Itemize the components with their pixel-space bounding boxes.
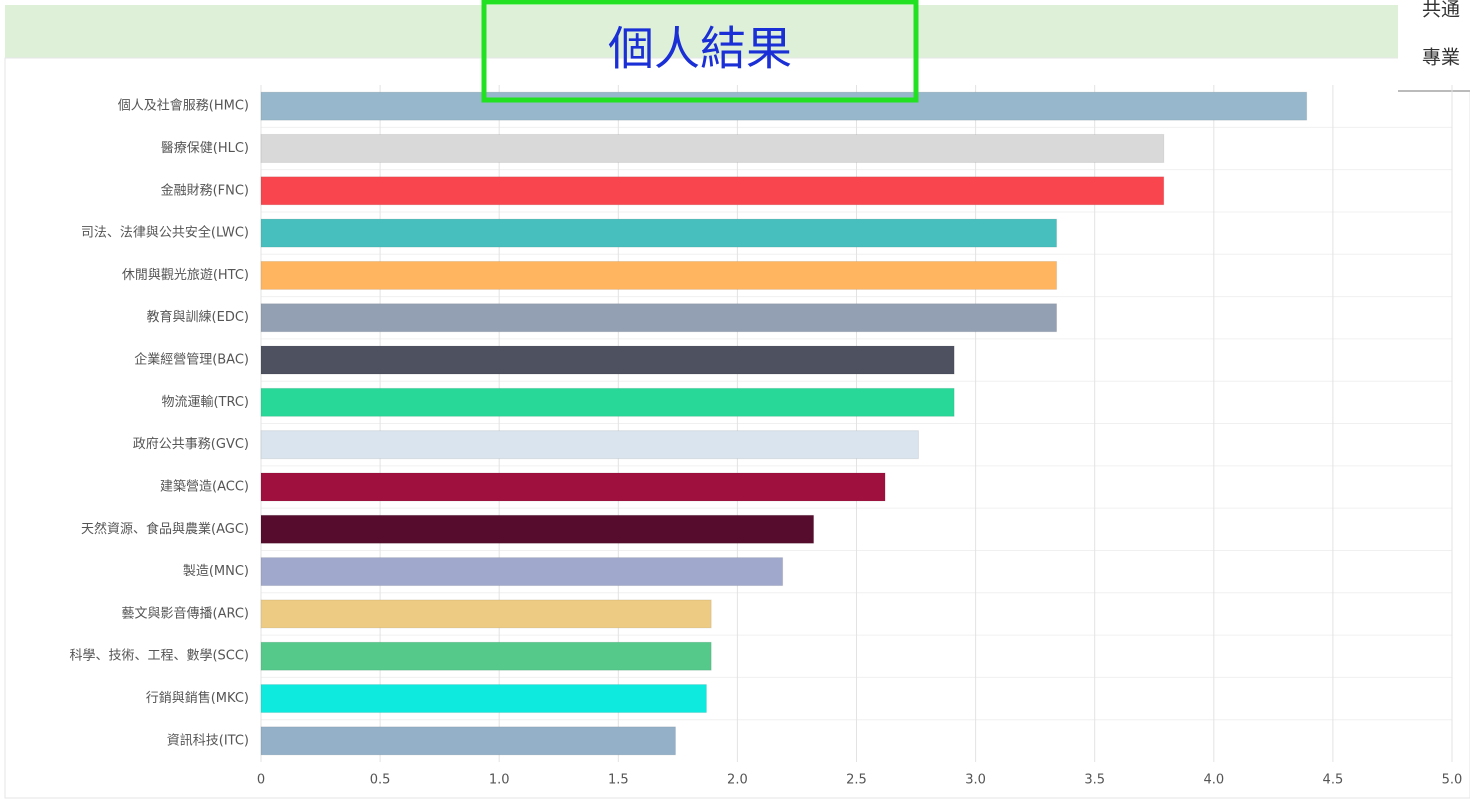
- y-tick-label: 金融財務(FNC): [161, 182, 249, 198]
- bar: [260, 387, 955, 417]
- bar: [260, 726, 676, 756]
- side-panel: [1398, 0, 1470, 92]
- y-tick-label: 天然資源、食品與農業(AGC): [81, 521, 249, 537]
- y-tick-label: 製造(MNC): [183, 564, 249, 579]
- y-tick-label: 建築營造(ACC): [160, 479, 249, 494]
- x-tick-label: 3.0: [965, 773, 986, 788]
- y-tick-label: 行銷與銷售(MKC): [146, 690, 249, 706]
- bar: [260, 514, 815, 544]
- x-tick-label: 4.0: [1203, 773, 1224, 788]
- title: 個人結果: [608, 22, 792, 76]
- side-item[interactable]: 共通: [1422, 0, 1460, 21]
- y-tick-label: 政府公共事務(GVC): [133, 437, 249, 452]
- bar: [260, 91, 1308, 121]
- y-tick-label: 藝文與影音傳播(ARC): [122, 605, 250, 621]
- y-tick-label: 教育與訓練(EDC): [147, 309, 249, 325]
- bar: [260, 641, 712, 671]
- bar: [260, 260, 1058, 290]
- bar: [260, 684, 707, 714]
- x-tick-label: 0.5: [370, 773, 391, 788]
- y-tick-label: 資訊科技(ITC): [167, 733, 249, 748]
- bar: [260, 176, 1165, 206]
- y-tick-label: 物流運輸(TRC): [161, 395, 249, 410]
- x-tick-label: 0: [257, 773, 265, 788]
- bar: [260, 557, 784, 587]
- y-tick-label: 企業經營管理(BAC): [134, 352, 249, 368]
- plot: 0 0.5 1.0 1.5 2.0 2.5 3.0 3.5 4.0 4.5 5.0 個人及社會服務(H…: [69, 85, 1462, 788]
- x-tick-label: 1.0: [489, 773, 510, 788]
- y-tick-label: 醫療保健(HLC): [161, 141, 249, 156]
- x-tick-label: 4.5: [1323, 773, 1344, 788]
- bar: [260, 599, 712, 629]
- header-band: [5, 5, 1400, 58]
- bar: [260, 430, 919, 460]
- bar: [260, 472, 886, 502]
- bar: [260, 345, 955, 375]
- bar: [260, 218, 1058, 248]
- y-tick-label: 休閒與觀光旅遊(HTC): [122, 268, 249, 283]
- x-tick-label: 5.0: [1442, 773, 1463, 788]
- bar: [260, 303, 1058, 333]
- x-tick-label: 3.5: [1084, 773, 1105, 788]
- y-tick-label: 個人及社會服務(HMC): [118, 98, 249, 114]
- y-tick-label: 科學、技術、工程、數學(SCC): [69, 649, 249, 664]
- bar: [260, 133, 1165, 163]
- x-tick-label: 2.0: [727, 773, 748, 788]
- y-tick-label: 司法、法律與公共安全(LWC): [81, 225, 249, 241]
- x-tick-label: 1.5: [608, 773, 629, 788]
- side-item[interactable]: 專業: [1422, 47, 1460, 69]
- x-tick-label: 2.5: [846, 773, 867, 788]
- title-box: [481, 0, 919, 103]
